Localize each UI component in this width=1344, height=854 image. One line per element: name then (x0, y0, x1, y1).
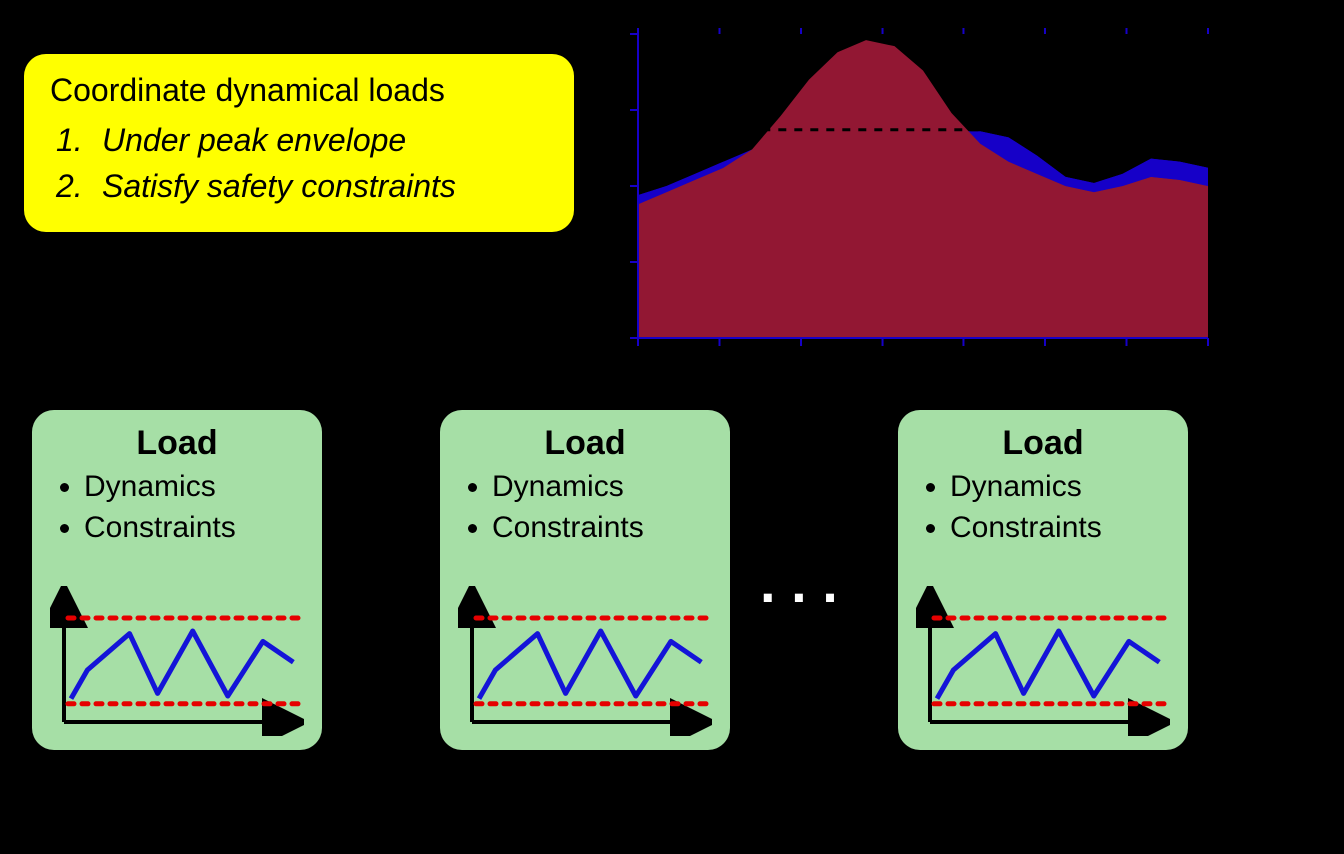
load-box-title: Load (914, 424, 1172, 463)
load-box: Load DynamicsConstraints (898, 410, 1188, 750)
callout-item-number: 1. (56, 117, 102, 163)
peak-envelope-chart (628, 28, 1218, 348)
load-box-title: Load (456, 424, 714, 463)
callout-item-number: 2. (56, 163, 102, 209)
callout-item-text: Under peak envelope (102, 122, 406, 158)
load-bullet: Constraints (492, 508, 714, 549)
load-bullets: DynamicsConstraints (470, 467, 714, 548)
callout-item: 1.Under peak envelope (56, 117, 548, 163)
load-bullet: Constraints (84, 508, 306, 549)
callout-title: Coordinate dynamical loads (50, 72, 548, 109)
ellipsis: . . . (760, 550, 838, 615)
load-box: Load DynamicsConstraints (32, 410, 322, 750)
load-bullets: DynamicsConstraints (928, 467, 1172, 548)
load-mini-chart (916, 586, 1170, 736)
load-bullet: Dynamics (950, 467, 1172, 508)
load-box: Load DynamicsConstraints (440, 410, 730, 750)
load-bullet: Dynamics (492, 467, 714, 508)
coordinate-loads-callout: Coordinate dynamical loads 1.Under peak … (24, 54, 574, 232)
load-mini-chart (50, 586, 304, 736)
load-bullets: DynamicsConstraints (62, 467, 306, 548)
load-mini-chart (458, 586, 712, 736)
red-area (638, 40, 1208, 338)
callout-item-text: Satisfy safety constraints (102, 168, 456, 204)
callout-item: 2.Satisfy safety constraints (56, 163, 548, 209)
load-bullet: Dynamics (84, 467, 306, 508)
load-box-title: Load (48, 424, 306, 463)
load-bullet: Constraints (950, 508, 1172, 549)
